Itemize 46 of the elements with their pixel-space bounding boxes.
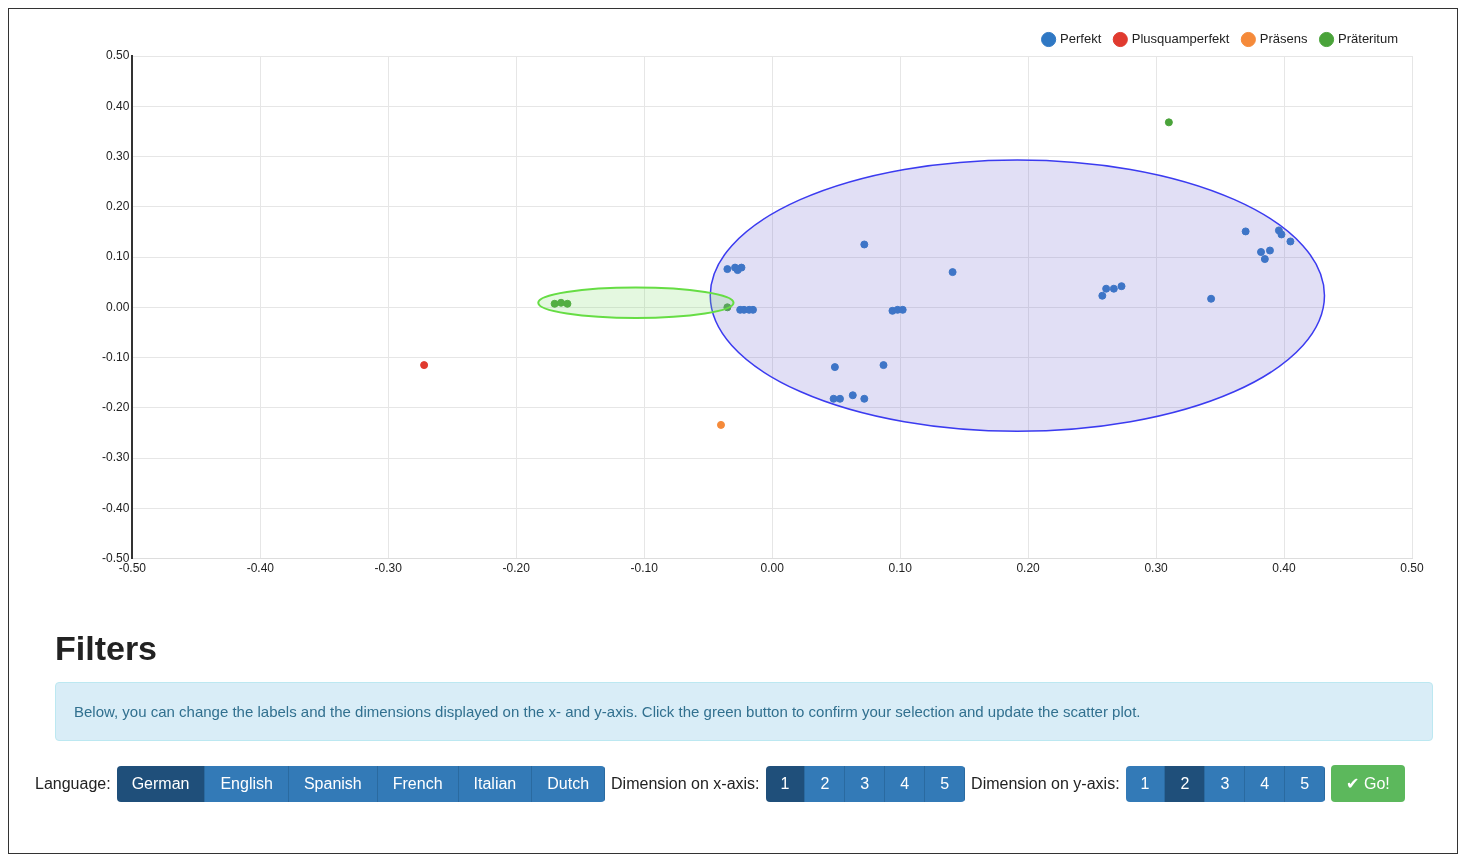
text: Filters <box>55 629 159 668</box>
x-tick-label: -0.20 <box>502 561 531 576</box>
text: French <box>377 765 459 802</box>
text: ✔ Go! <box>1331 765 1405 802</box>
y-tick-label: 0.10 <box>105 249 130 264</box>
text: Spanish <box>288 765 378 802</box>
text: 3 <box>1205 765 1246 802</box>
y-tick-label: -0.30 <box>101 450 130 465</box>
text: Language: <box>35 774 111 793</box>
x-tick-label: 0.10 <box>888 561 913 576</box>
y-tick-label: 0.00 <box>105 299 130 314</box>
y-tick-label: 0.50 <box>105 48 130 63</box>
text: 1 <box>765 765 806 802</box>
legend-label: Plusquamperfekt <box>1131 31 1230 47</box>
x-tick-label: 0.40 <box>1272 561 1297 576</box>
text: 4 <box>1245 765 1286 802</box>
text: 4 <box>885 765 926 802</box>
text: Dutch <box>532 765 606 802</box>
x-tick-label: 0.50 <box>1400 561 1424 576</box>
text: Italian <box>458 765 533 802</box>
x-tick-label: -0.10 <box>630 561 659 576</box>
x-tick-label: 0.20 <box>1016 561 1041 576</box>
text: 5 <box>1285 765 1326 802</box>
text: Below, you can change the labels and the dimensions displayed on the x- and y-axis. Click the green button to confirm your selection and update the scatter plot. <box>55 682 1433 741</box>
y-tick-label: 0.40 <box>105 98 130 113</box>
text: 5 <box>925 765 966 802</box>
text: Dimension on y-axis: <box>971 774 1120 793</box>
x-tick-label: -0.30 <box>374 561 403 576</box>
legend-label: Präteritum <box>1338 31 1399 47</box>
y-tick-label: 0.20 <box>105 199 130 214</box>
text: German <box>116 765 206 802</box>
y-tick-label: -0.20 <box>101 400 130 415</box>
x-tick-label: 0.00 <box>760 561 785 576</box>
text: English <box>205 765 289 802</box>
x-tick-label: -0.40 <box>246 561 275 576</box>
text: Dimension on x-axis: <box>611 774 760 793</box>
y-tick-label: -0.10 <box>101 349 130 364</box>
text: 1 <box>1125 765 1166 802</box>
x-tick-label: 0.30 <box>1144 561 1169 576</box>
text: 2 <box>805 765 846 802</box>
y-tick-label: 0.30 <box>105 148 130 163</box>
legend-label: Perfekt <box>1060 31 1102 47</box>
legend-label: Präsens <box>1259 31 1309 47</box>
y-tick-label: -0.40 <box>101 500 130 515</box>
text: 3 <box>845 765 886 802</box>
text: 2 <box>1165 765 1206 802</box>
